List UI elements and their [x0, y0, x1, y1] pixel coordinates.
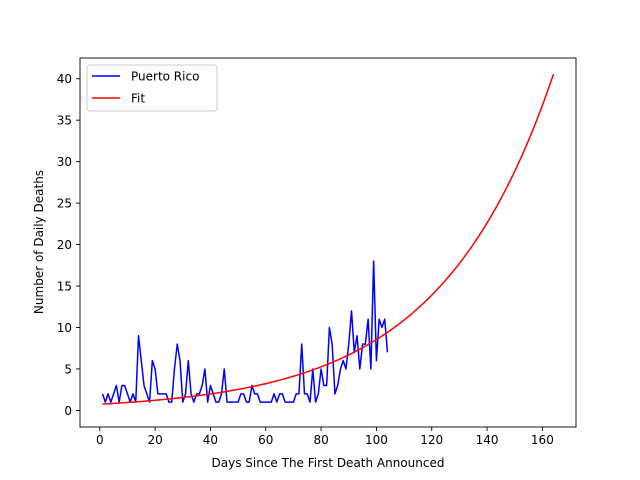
y-axis: 0 5 10 15 20 25 30 35 40: [57, 72, 80, 418]
y-axis-label: Number of Daily Deaths: [32, 170, 46, 314]
x-tick-label: 100: [365, 433, 388, 447]
x-tick-label: 60: [258, 433, 273, 447]
series-layer: [101, 73, 555, 405]
x-tick-label: 120: [420, 433, 443, 447]
y-tick-label: 40: [57, 72, 72, 86]
x-axis-label: Days Since The First Death Announced: [212, 456, 445, 470]
x-tick-label: 20: [147, 433, 162, 447]
series-line-2: [102, 73, 555, 405]
x-tick-label: 80: [313, 433, 328, 447]
x-tick-label: 0: [96, 433, 104, 447]
x-tick-label: 40: [203, 433, 218, 447]
y-tick-label: 20: [57, 238, 72, 252]
x-tick-label: 160: [531, 433, 554, 447]
series-line-1: [101, 260, 389, 403]
x-tick-label: 140: [476, 433, 499, 447]
legend: Puerto Rico Fit: [86, 64, 218, 112]
y-tick-label: 10: [57, 321, 72, 335]
y-tick-label: 0: [64, 404, 72, 418]
y-tick-label: 25: [57, 197, 72, 211]
legend-label-1: Puerto Rico: [131, 70, 199, 84]
x-axis: 0 20 40 60 80 100 120 140 160: [96, 427, 554, 447]
plot-frame: [79, 57, 577, 428]
y-tick-label: 5: [64, 362, 72, 376]
y-tick-label: 35: [57, 114, 72, 128]
y-tick-label: 30: [57, 155, 72, 169]
legend-label-2: Fit: [131, 92, 145, 106]
y-tick-label: 15: [57, 280, 72, 294]
